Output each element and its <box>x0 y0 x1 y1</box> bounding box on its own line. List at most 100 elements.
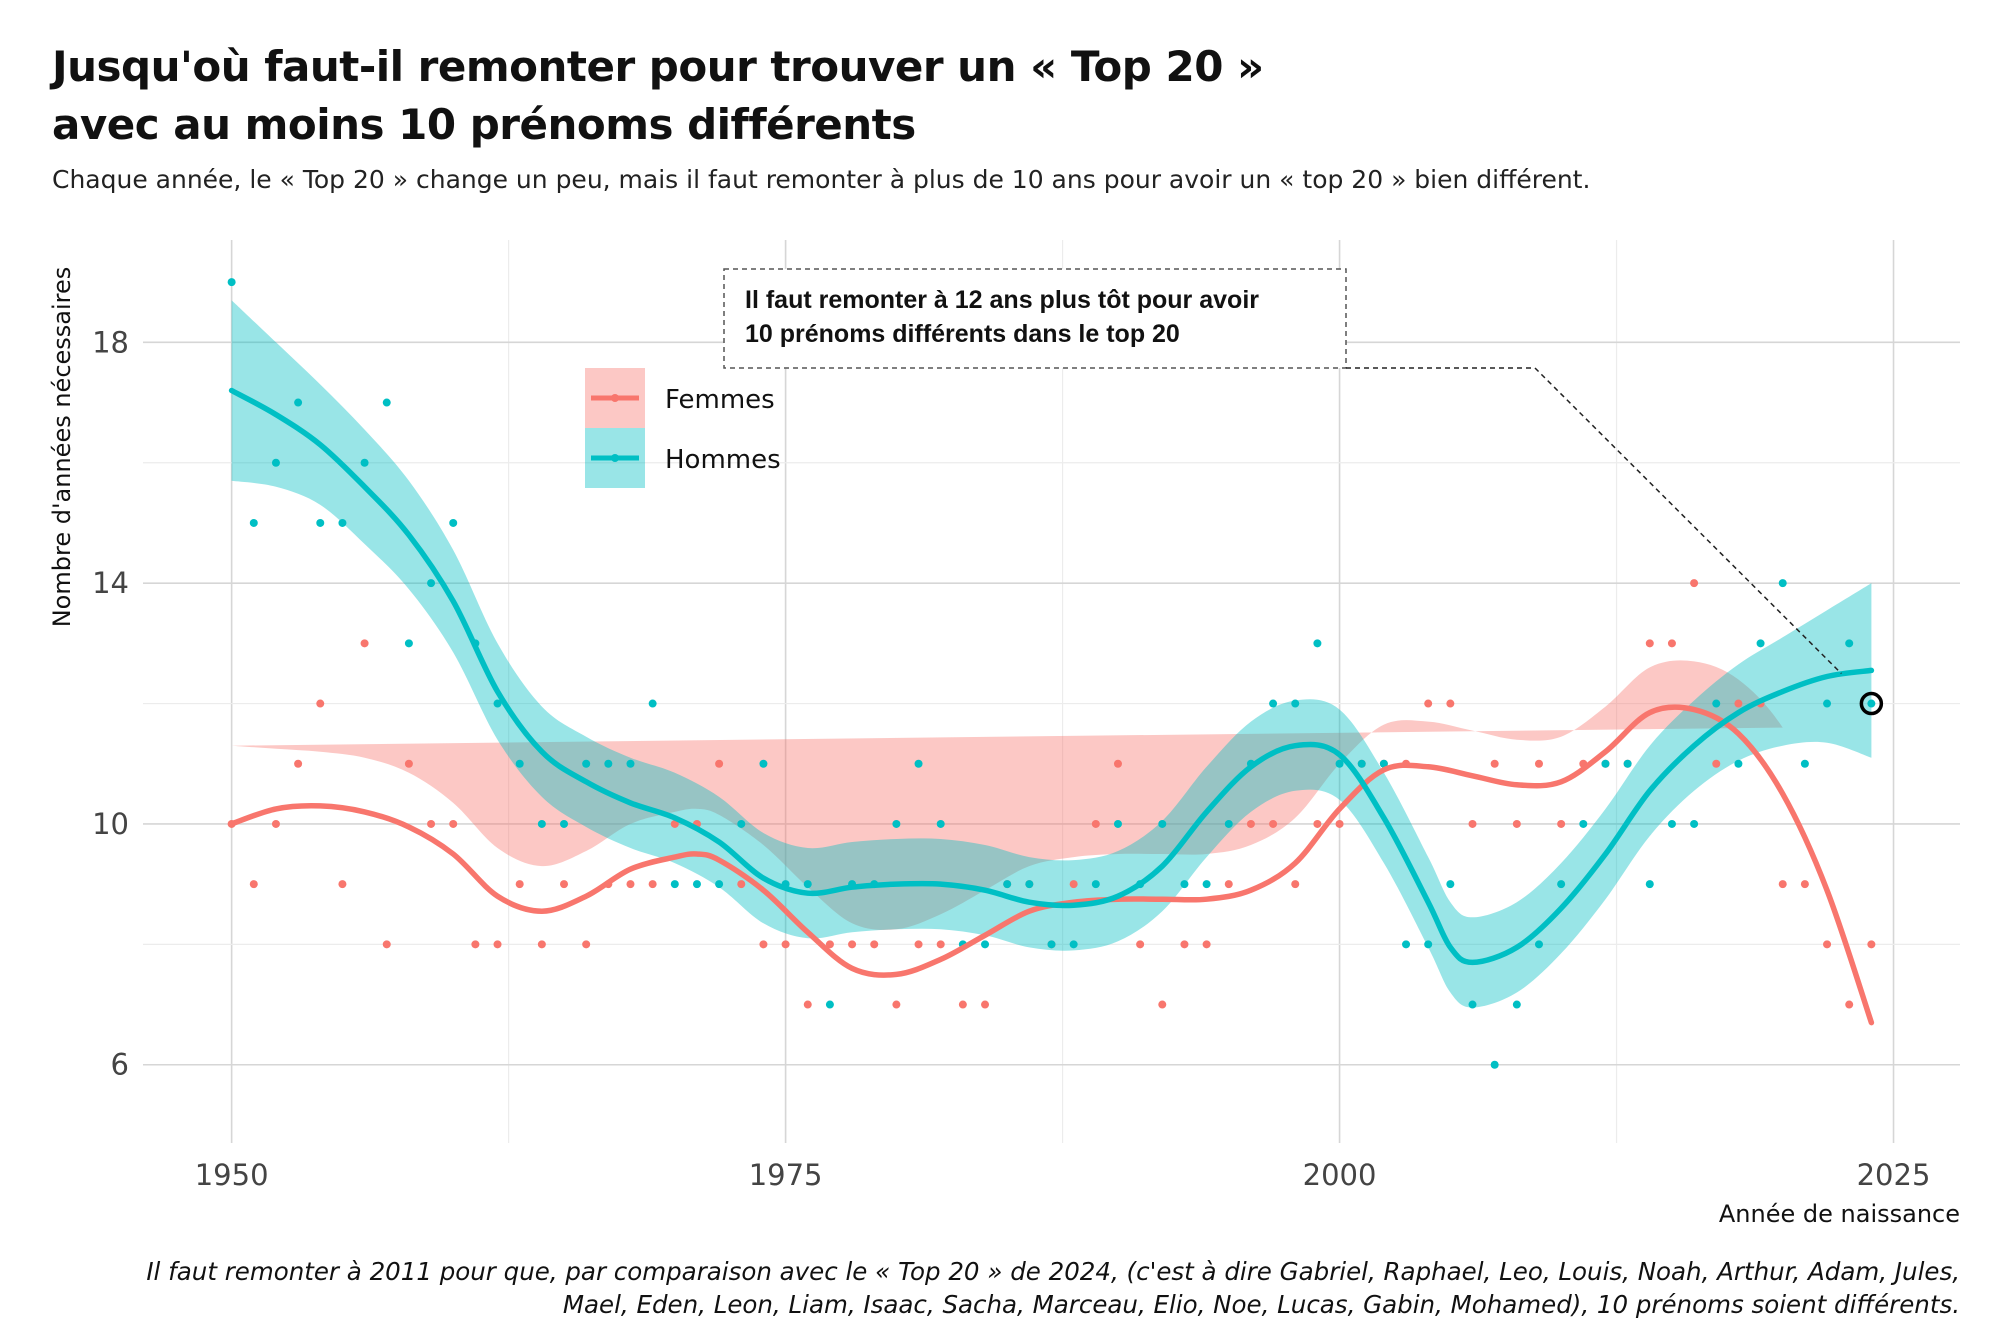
data-point-hommes <box>1091 880 1100 889</box>
data-point-femmes <box>1091 819 1100 828</box>
data-point-hommes <box>1291 699 1300 708</box>
data-point-femmes <box>1468 819 1477 828</box>
data-point-femmes <box>449 819 458 828</box>
data-point-femmes <box>1800 880 1809 889</box>
data-point-hommes <box>1823 699 1832 708</box>
data-point-hommes <box>1180 880 1189 889</box>
data-point-femmes <box>1136 940 1145 949</box>
data-point-femmes <box>427 819 436 828</box>
title-line-1: Jusqu'où faut-il remonter pour trouver u… <box>52 42 1264 91</box>
data-point-femmes <box>648 880 657 889</box>
data-point-hommes <box>537 819 546 828</box>
data-point-hommes <box>493 699 502 708</box>
smooth-lines <box>228 387 1875 1026</box>
legend: Femmes Hommes <box>585 368 781 488</box>
data-point-hommes <box>1158 819 1167 828</box>
data-point-hommes <box>1269 699 1278 708</box>
y-tick-label: 6 <box>111 1048 129 1082</box>
data-point-femmes <box>382 940 391 949</box>
data-point-femmes <box>1202 940 1211 949</box>
data-point-femmes <box>870 940 879 949</box>
data-point-hommes <box>892 819 901 828</box>
data-point-femmes <box>803 1000 812 1009</box>
data-point-hommes <box>626 759 635 768</box>
x-tick-label: 2000 <box>1303 1158 1377 1192</box>
data-point-hommes <box>1424 940 1433 949</box>
confidence-band-hommes <box>231 300 1872 1008</box>
data-point-femmes <box>892 1000 901 1009</box>
legend-dot-femmes <box>611 394 619 402</box>
data-point-femmes <box>1557 819 1566 828</box>
data-point-femmes <box>1335 819 1344 828</box>
data-point-hommes <box>670 880 679 889</box>
legend-dot-hommes <box>611 454 619 462</box>
annotation-box <box>723 268 1347 369</box>
x-axis-label: Année de naissance <box>1719 1200 1960 1228</box>
data-point-femmes <box>338 880 347 889</box>
data-point-femmes <box>1313 819 1322 828</box>
data-point-femmes <box>848 940 857 949</box>
data-point-femmes <box>1534 759 1543 768</box>
data-point-femmes <box>1269 819 1278 828</box>
data-point-hommes <box>1579 819 1588 828</box>
data-point-hommes <box>981 940 990 949</box>
data-point-femmes <box>1645 639 1654 648</box>
data-point-hommes <box>1313 639 1322 648</box>
data-point-hommes <box>1224 819 1233 828</box>
data-point-hommes <box>1756 639 1765 648</box>
data-point-hommes <box>1113 819 1122 828</box>
data-point-femmes <box>471 940 480 949</box>
data-point-femmes <box>1224 880 1233 889</box>
data-point-hommes <box>316 518 325 527</box>
data-point-femmes <box>1424 699 1433 708</box>
data-point-femmes <box>1778 880 1787 889</box>
data-point-femmes <box>781 940 790 949</box>
data-point-femmes <box>1867 940 1876 949</box>
data-point-hommes <box>1778 579 1787 588</box>
data-point-hommes <box>249 518 258 527</box>
data-point-hommes <box>1645 880 1654 889</box>
data-point-hommes <box>1468 1000 1477 1009</box>
caption-line-2: Mael, Eden, Leon, Liam, Isaac, Sacha, Ma… <box>562 1290 1960 1319</box>
data-point-hommes <box>582 759 591 768</box>
data-point-hommes <box>1025 880 1034 889</box>
data-point-hommes <box>449 518 458 527</box>
data-point-femmes <box>759 940 768 949</box>
data-point-hommes <box>382 398 391 407</box>
data-point-femmes <box>1246 819 1255 828</box>
data-point-femmes <box>1291 880 1300 889</box>
data-point-femmes <box>914 940 923 949</box>
data-point-hommes <box>1690 819 1699 828</box>
data-point-femmes <box>1667 639 1676 648</box>
y-tick-label: 18 <box>92 325 129 359</box>
data-point-femmes <box>1734 699 1743 708</box>
data-point-hommes <box>404 639 413 648</box>
data-point-hommes <box>1601 759 1610 768</box>
data-point-femmes <box>515 880 524 889</box>
data-point-hommes <box>560 819 569 828</box>
annotation-leader-line <box>1346 367 1842 675</box>
data-point-femmes <box>1180 940 1189 949</box>
data-point-femmes <box>1490 759 1499 768</box>
y-tick-label: 14 <box>92 566 129 600</box>
data-point-hommes <box>1335 759 1344 768</box>
tick-labels: 1950 1975 2000 2025 6 10 14 18 <box>92 325 1930 1192</box>
data-point-femmes <box>404 759 413 768</box>
data-point-femmes <box>1712 759 1721 768</box>
data-point-femmes <box>1690 579 1699 588</box>
data-point-femmes <box>981 1000 990 1009</box>
x-tick-label: 1950 <box>195 1158 269 1192</box>
data-point-hommes <box>1800 759 1809 768</box>
data-point-femmes <box>1512 819 1521 828</box>
data-point-hommes <box>515 759 524 768</box>
data-point-hommes <box>1402 940 1411 949</box>
data-point-hommes <box>715 880 724 889</box>
data-point-femmes <box>670 819 679 828</box>
data-point-femmes <box>936 940 945 949</box>
data-point-hommes <box>914 759 923 768</box>
data-point-hommes <box>1069 940 1078 949</box>
title-line-2: avec au moins 10 prénoms différents <box>52 100 916 149</box>
data-point-hommes <box>338 518 347 527</box>
chart-caption: Il faut remonter à 2011 pour que, par co… <box>60 1255 1960 1321</box>
